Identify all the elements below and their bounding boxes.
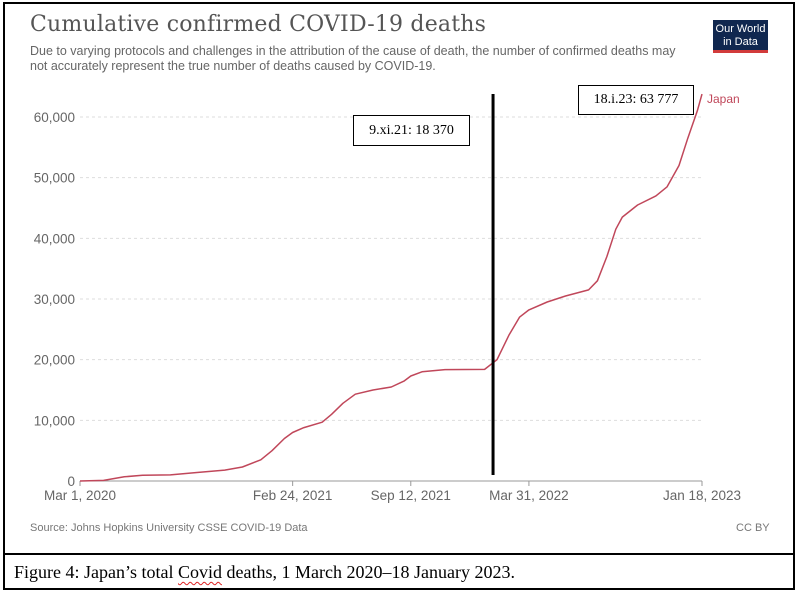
annotation-text-jan-2023: 18.i.23: 63 777 — [593, 92, 679, 107]
owid-logo[interactable]: Our World in Data — [713, 20, 768, 53]
series-label-japan: Japan — [707, 92, 740, 106]
y-tick-label: 0 — [67, 474, 75, 489]
x-tick-label: Feb 24, 2021 — [253, 488, 333, 503]
x-tick-label: Mar 1, 2020 — [44, 488, 116, 503]
caption-divider — [3, 553, 795, 555]
y-tick-label: 50,000 — [34, 171, 75, 186]
source-note: Source: Johns Hopkins University CSSE CO… — [30, 522, 308, 534]
x-tick-label: Mar 31, 2022 — [489, 488, 569, 503]
series-line-japan — [79, 93, 703, 482]
x-tick-label: Sep 12, 2021 — [371, 488, 451, 503]
annotation-box-nov-2021: 9.xi.21: 18 370 — [353, 115, 470, 146]
y-tick-label: 20,000 — [34, 353, 75, 368]
license-link[interactable]: CC BY — [736, 522, 770, 534]
chart-subtitle: Due to varying protocols and challenges … — [30, 44, 676, 73]
caption-suffix: deaths, 1 March 2020–18 January 2023. — [222, 562, 515, 582]
caption-prefix: Figure 4: Japan’s total — [14, 562, 178, 582]
annotation-box-jan-2023: 18.i.23: 63 777 — [578, 85, 694, 115]
x-tick-label: Jan 18, 2023 — [663, 488, 741, 503]
chart-title: Cumulative confirmed COVID-19 deaths — [30, 12, 487, 37]
y-tick-label: 10,000 — [34, 413, 75, 428]
y-tick-label: 60,000 — [34, 110, 75, 125]
logo-line-1: Our World — [715, 23, 766, 35]
y-tick-label: 30,000 — [34, 292, 75, 307]
figure-caption: Figure 4: Japan’s total Covid deaths, 1 … — [14, 562, 515, 583]
caption-flagged-word: Covid — [177, 562, 222, 582]
y-tick-label: 40,000 — [34, 231, 75, 246]
annotation-text-nov-2021: 9.xi.21: 18 370 — [369, 123, 454, 138]
logo-line-2: in Data — [723, 36, 758, 48]
